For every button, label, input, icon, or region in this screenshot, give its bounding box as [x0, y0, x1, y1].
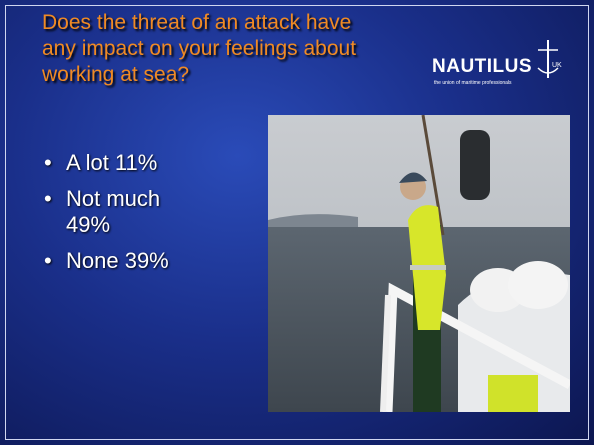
bullet-list: A lot 11% Not much 49% None 39%	[44, 150, 204, 284]
logo-name: NAUTILUS	[432, 56, 532, 78]
logo: NAUTILUS UK the union of maritime profes…	[430, 38, 575, 93]
photo	[268, 115, 570, 412]
bullet: None 39%	[44, 248, 204, 274]
bullet: Not much 49%	[44, 186, 204, 238]
logo-tagline: the union of maritime professionals	[434, 80, 512, 86]
bullet: A lot 11%	[44, 150, 204, 176]
logo-suffix: UK	[552, 62, 562, 69]
slide-title: Does the threat of an attack have any im…	[42, 10, 372, 88]
slide: Does the threat of an attack have any im…	[0, 0, 594, 445]
